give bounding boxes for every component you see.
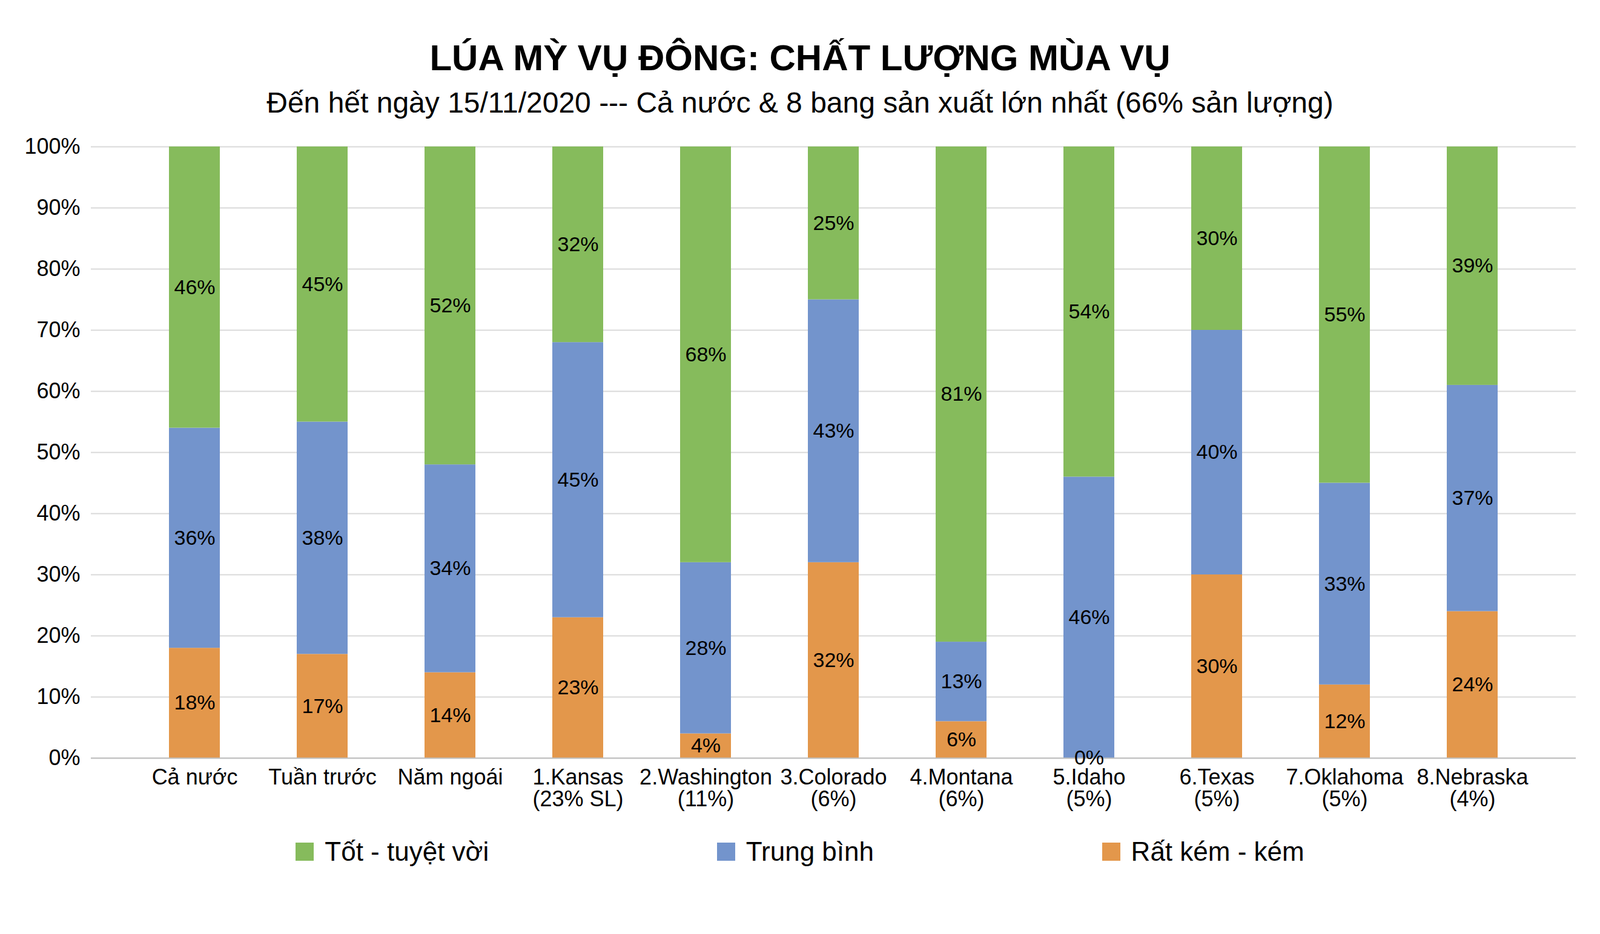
svg-text:8.Nebraska(4%): 8.Nebraska(4%) xyxy=(1416,764,1529,812)
svg-text:55%: 55% xyxy=(1323,302,1366,326)
svg-text:30%: 30% xyxy=(1196,654,1238,678)
svg-text:40%: 40% xyxy=(1196,440,1238,464)
svg-text:Tuần trước: Tuần trước xyxy=(268,764,377,790)
svg-text:12%: 12% xyxy=(1323,709,1366,733)
svg-text:30%: 30% xyxy=(1196,226,1238,250)
svg-text:6%: 6% xyxy=(946,727,977,751)
svg-text:70%: 70% xyxy=(36,317,80,343)
svg-text:68%: 68% xyxy=(684,342,727,366)
svg-text:38%: 38% xyxy=(301,526,343,550)
svg-text:4%: 4% xyxy=(690,733,721,758)
svg-text:5.Idaho(5%): 5.Idaho(5%) xyxy=(1052,764,1126,812)
svg-text:17%: 17% xyxy=(301,694,343,718)
svg-text:24%: 24% xyxy=(1451,672,1493,696)
svg-text:30%: 30% xyxy=(36,561,80,587)
svg-text:0%: 0% xyxy=(48,745,80,771)
svg-text:Năm ngoái: Năm ngoái xyxy=(397,764,503,790)
html-text:Rất kém - kém: Rất kém - kém xyxy=(1131,836,1305,867)
svg-text:90%: 90% xyxy=(36,195,80,220)
html-text:Đến hết ngày 15/11/2020 --- Cả: Đến hết ngày 15/11/2020 --- Cả nước & 8 … xyxy=(266,86,1334,119)
svg-text:23%: 23% xyxy=(557,675,599,699)
svg-text:60%: 60% xyxy=(36,378,80,404)
svg-text:40%: 40% xyxy=(36,500,80,526)
svg-text:3.Colorado(6%): 3.Colorado(6%) xyxy=(780,764,887,812)
html-text:Tốt - tuyệt vời: Tốt - tuyệt vời xyxy=(324,836,489,867)
svg-text:32%: 32% xyxy=(557,232,599,256)
svg-text:10%: 10% xyxy=(36,684,80,710)
svg-text:100%: 100% xyxy=(24,133,80,159)
svg-text:14%: 14% xyxy=(429,703,471,727)
svg-text:43%: 43% xyxy=(812,419,854,443)
svg-text:13%: 13% xyxy=(940,669,982,693)
svg-text:18%: 18% xyxy=(173,690,215,715)
svg-text:1.Kansas(23% SL): 1.Kansas(23% SL) xyxy=(532,764,624,812)
svg-text:2.Washington(11%): 2.Washington(11%) xyxy=(639,764,773,812)
svg-text:7.Oklahoma(5%): 7.Oklahoma(5%) xyxy=(1285,764,1404,812)
svg-text:46%: 46% xyxy=(173,275,215,299)
html-text:Trung bình: Trung bình xyxy=(745,836,874,867)
svg-text:46%: 46% xyxy=(1068,605,1110,629)
svg-text:52%: 52% xyxy=(429,293,471,317)
svg-text:80%: 80% xyxy=(36,256,80,281)
svg-text:36%: 36% xyxy=(173,526,215,550)
svg-text:32%: 32% xyxy=(812,648,854,672)
html-text:LÚA MỲ VỤ ĐÔNG: CHẤT LƯỢNG MÙA: LÚA MỲ VỤ ĐÔNG: CHẤT LƯỢNG MÙA VỤ xyxy=(429,37,1171,79)
svg-text:39%: 39% xyxy=(1451,253,1493,277)
svg-text:28%: 28% xyxy=(684,636,727,660)
svg-text:45%: 45% xyxy=(301,272,343,296)
svg-text:81%: 81% xyxy=(940,382,982,406)
svg-text:0%: 0% xyxy=(1074,746,1105,770)
svg-text:33%: 33% xyxy=(1323,572,1366,596)
svg-text:54%: 54% xyxy=(1068,299,1110,323)
svg-text:34%: 34% xyxy=(429,556,471,580)
svg-text:6.Texas(5%): 6.Texas(5%) xyxy=(1179,764,1255,812)
svg-text:4.Montana(6%): 4.Montana(6%) xyxy=(909,764,1014,812)
svg-text:45%: 45% xyxy=(557,468,599,492)
svg-text:50%: 50% xyxy=(36,439,80,465)
svg-text:25%: 25% xyxy=(812,211,854,235)
svg-text:37%: 37% xyxy=(1451,486,1493,510)
svg-text:20%: 20% xyxy=(36,623,80,648)
svg-text:Cả nước: Cả nước xyxy=(152,764,239,790)
